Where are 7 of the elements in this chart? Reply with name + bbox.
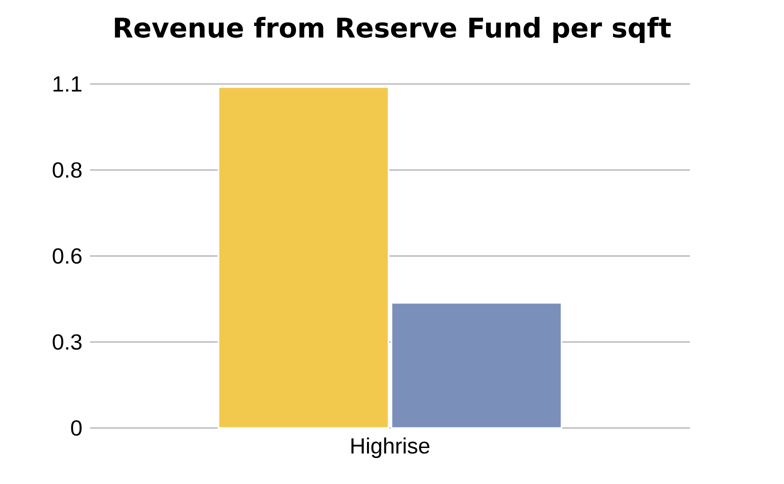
y-tick-label: 1.1 <box>54 76 82 92</box>
y-tick-label: 0 <box>71 420 82 436</box>
y-tick-label: 0.8 <box>52 162 82 178</box>
x-tick-label: Highrise <box>351 438 430 458</box>
y-tick-label: 0.3 <box>52 334 82 350</box>
y-tick-label: 0.6 <box>52 248 82 264</box>
chart-title: Revenue from Reserve Fund per sqft <box>114 16 671 44</box>
